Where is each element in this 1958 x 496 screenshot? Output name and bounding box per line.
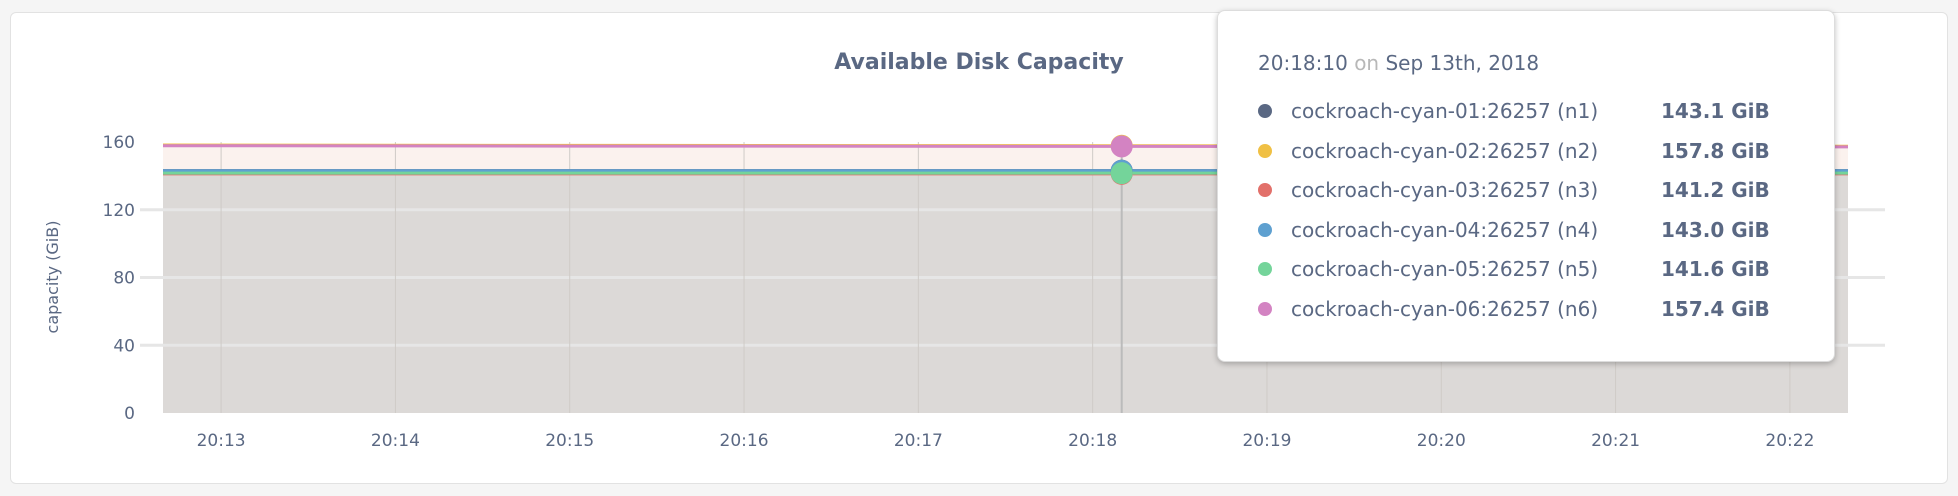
y-tick-label: 160	[103, 133, 135, 153]
x-tick-label: 20:21	[1591, 431, 1640, 451]
tooltip-series-value: 157.4 GiB	[1661, 296, 1770, 321]
tooltip-series-value: 141.2 GiB	[1661, 178, 1770, 202]
tooltip-date: Sep 13th, 2018	[1385, 51, 1540, 75]
tooltip-row: cockroach-cyan-04:26257 (n4) 143.0 GiB	[1258, 215, 1770, 245]
series-color-dot	[1258, 301, 1272, 316]
tooltip-series-value: 143.1 GiB	[1661, 99, 1770, 123]
series-color-dot	[1258, 262, 1272, 276]
x-tick-label: 20:16	[720, 431, 769, 451]
series-color-dot	[1258, 143, 1272, 158]
tooltip-series-name: cockroach-cyan-01:26257 (n1)	[1291, 99, 1599, 123]
x-tick-label: 20:20	[1417, 431, 1466, 451]
tooltip-series-value: 143.0 GiB	[1661, 217, 1770, 242]
tooltip-series-name: cockroach-cyan-05:26257 (n5)	[1291, 257, 1599, 281]
chart-title: Available Disk Capacity	[834, 50, 1124, 75]
x-tick-label: 20:15	[545, 431, 594, 451]
y-axis-label: capacity (GiB)	[43, 221, 62, 334]
y-tick-label: 120	[103, 201, 135, 221]
tooltip-row: cockroach-cyan-02:26257 (n2) 157.8 GiB	[1258, 136, 1770, 166]
tooltip-series-name: cockroach-cyan-04:26257 (n4)	[1291, 217, 1599, 242]
tooltip-series-value: 157.8 GiB	[1661, 138, 1770, 163]
tooltip-header: 20:18:10 on Sep 13th, 2018	[1258, 51, 1539, 75]
tooltip-row: cockroach-cyan-05:26257 (n5) 141.6 GiB	[1258, 254, 1770, 284]
tooltip-row: cockroach-cyan-03:26257 (n3) 141.2 GiB	[1258, 175, 1770, 205]
tooltip-series-name: cockroach-cyan-02:26257 (n2)	[1291, 138, 1599, 163]
series-color-dot	[1258, 183, 1272, 197]
tooltip-on: on	[1354, 51, 1380, 75]
hover-marker[interactable]	[1110, 135, 1133, 158]
tooltip-series-value: 141.6 GiB	[1661, 257, 1770, 281]
x-tick-label: 20:22	[1765, 431, 1814, 451]
x-tick-label: 20:18	[1068, 431, 1117, 451]
y-tick-label: 80	[113, 269, 135, 289]
hover-tooltip: 20:18:10 on Sep 13th, 2018 cockroach-cya…	[1217, 10, 1835, 362]
y-tick-label: 40	[113, 336, 135, 356]
tooltip-time: 20:18:10	[1258, 51, 1348, 75]
series-color-dot	[1258, 104, 1272, 118]
x-tick-label: 20:19	[1242, 431, 1291, 451]
hover-marker[interactable]	[1110, 162, 1133, 185]
tooltip-series-name: cockroach-cyan-06:26257 (n6)	[1291, 296, 1599, 321]
x-tick-label: 20:13	[197, 431, 246, 451]
x-tick-label: 20:17	[894, 431, 943, 451]
y-tick-label: 0	[124, 404, 135, 424]
tooltip-row: cockroach-cyan-01:26257 (n1) 143.1 GiB	[1258, 96, 1770, 126]
tooltip-series-name: cockroach-cyan-03:26257 (n3)	[1291, 178, 1599, 202]
x-tick-label: 20:14	[371, 431, 420, 451]
tooltip-row: cockroach-cyan-06:26257 (n6) 157.4 GiB	[1258, 294, 1770, 324]
series-color-dot	[1258, 222, 1272, 237]
